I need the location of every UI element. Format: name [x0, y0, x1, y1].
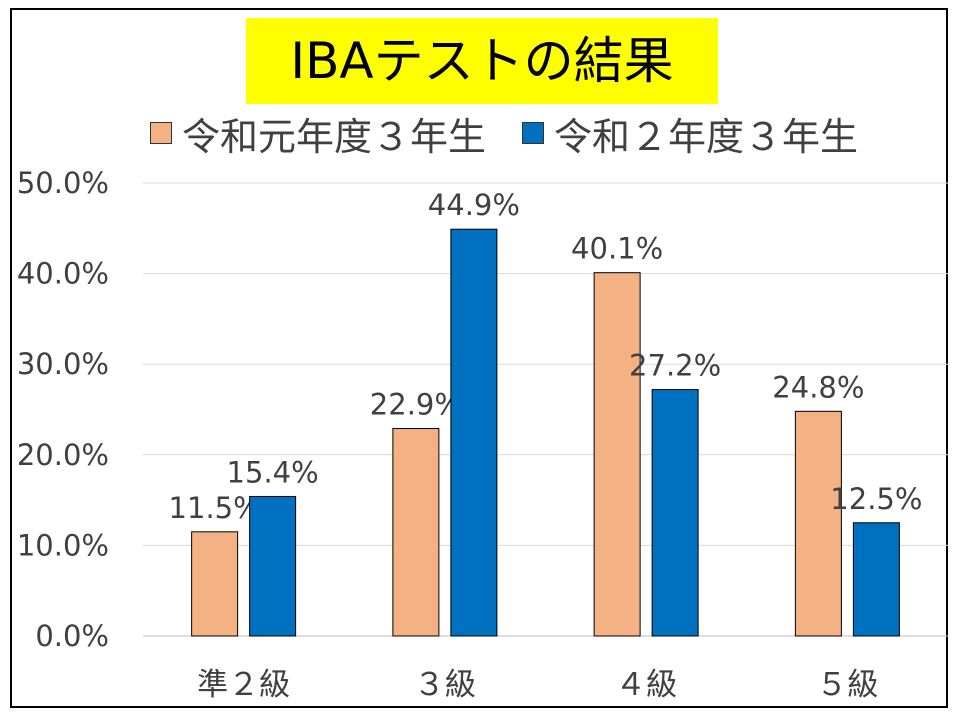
bar: [651, 389, 699, 637]
bar: [191, 531, 239, 637]
legend-label-series1: 令和２年度３年生: [554, 114, 859, 159]
bar: [593, 272, 641, 637]
y-tick-label: 40.0%: [17, 257, 109, 291]
legend-label-series0: 令和元年度３年生: [182, 114, 487, 159]
bar: [249, 495, 297, 637]
legend-swatch-series1: [522, 122, 545, 144]
legend-item-series1: 令和２年度３年生: [522, 106, 858, 161]
y-tick-label: 0.0%: [35, 619, 109, 653]
legend-item-series0: 令和元年度３年生: [150, 106, 486, 161]
bar: [794, 410, 842, 637]
bar: [392, 428, 440, 637]
x-category-label: 準２級: [197, 667, 290, 703]
chart-legend: 令和元年度３年生 令和２年度３年生: [150, 106, 858, 161]
chart-title: IBAテストの結果: [246, 18, 718, 104]
data-label: 24.8%: [772, 370, 864, 404]
y-tick-label: 10.0%: [17, 528, 109, 562]
y-tick-label: 50.0%: [17, 166, 109, 200]
bar: [852, 522, 900, 637]
data-label: 22.9%: [370, 388, 462, 422]
y-tick-label: 30.0%: [17, 347, 109, 381]
bar: [450, 228, 498, 637]
data-label: 40.1%: [571, 232, 663, 266]
x-category-label: ５級: [816, 667, 878, 703]
x-category-label: ４級: [615, 667, 677, 703]
data-label: 12.5%: [830, 482, 922, 516]
x-category-label: ３級: [414, 667, 476, 703]
data-label: 15.4%: [227, 455, 319, 489]
data-label: 44.9%: [428, 188, 520, 222]
data-label: 11.5%: [169, 491, 261, 525]
legend-swatch-series0: [150, 122, 172, 144]
data-label: 27.2%: [629, 349, 721, 383]
y-tick-label: 20.0%: [17, 438, 109, 472]
